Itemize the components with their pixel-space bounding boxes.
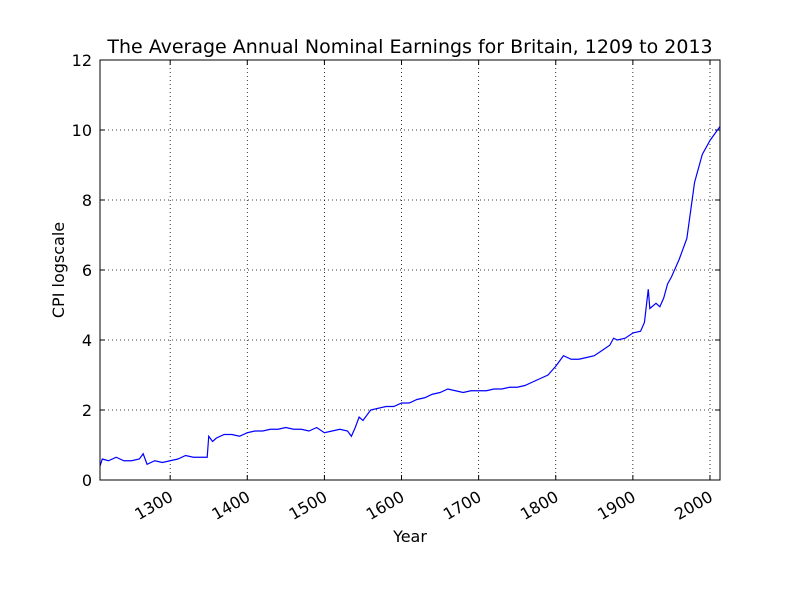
y-tick-label: 6 — [82, 261, 92, 280]
chart-title: The Average Annual Nominal Earnings for … — [106, 36, 712, 58]
y-tick-label: 12 — [72, 51, 92, 70]
y-tick-label: 4 — [82, 331, 92, 350]
y-tick-label: 2 — [82, 401, 92, 420]
y-tick-label: 0 — [82, 471, 92, 490]
data-line — [99, 126, 721, 467]
y-axis-label: CPI logscale — [49, 222, 68, 318]
x-axis-label: Year — [392, 527, 427, 546]
y-tick-label: 10 — [72, 121, 92, 140]
plot-frame — [99, 59, 721, 481]
y-tick-label: 8 — [82, 191, 92, 210]
